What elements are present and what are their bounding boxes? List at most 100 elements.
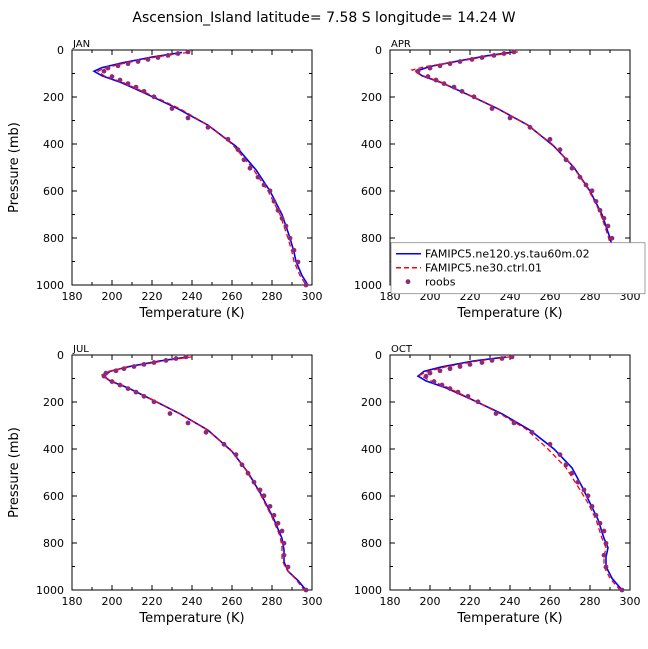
- y-tick-label: 0: [375, 44, 382, 57]
- roobs-point: [221, 441, 227, 447]
- roobs-point: [133, 84, 139, 90]
- panel-label: JUL: [72, 344, 89, 355]
- roobs-point: [175, 51, 181, 56]
- roobs-point: [557, 452, 563, 458]
- x-tick-label: 200: [102, 290, 123, 303]
- roobs-point: [603, 564, 609, 570]
- roobs-point: [455, 389, 461, 395]
- roobs-point: [303, 282, 309, 288]
- legend-label: roobs: [425, 276, 456, 289]
- roobs-point: [279, 528, 285, 534]
- y-tick-label: 800: [43, 232, 64, 245]
- roobs-point: [233, 452, 239, 458]
- roobs-point: [185, 420, 191, 426]
- roobs-point: [547, 441, 553, 447]
- roobs-point: [271, 512, 277, 518]
- roobs-point: [235, 147, 241, 153]
- roobs-point: [109, 379, 115, 384]
- y-tick-label: 800: [361, 232, 382, 245]
- roobs-point: [511, 49, 517, 55]
- roobs-point: [597, 207, 603, 213]
- y-tick-label: 800: [361, 537, 382, 550]
- x-tick-label: 280: [262, 290, 283, 303]
- legend-label: FAMIPC5.ne30.ctrl.01: [425, 262, 542, 275]
- roobs-point: [447, 366, 453, 372]
- roobs-point: [145, 57, 151, 62]
- x-tick-label: 180: [62, 595, 83, 608]
- x-axis-label: Temperature (K): [138, 611, 244, 626]
- roobs-point: [295, 259, 301, 265]
- roobs-point: [185, 49, 191, 55]
- roobs-point: [557, 147, 563, 153]
- roobs-point: [589, 188, 595, 194]
- roobs-point: [275, 207, 281, 213]
- roobs-point: [593, 512, 599, 518]
- y-tick-label: 1000: [354, 584, 382, 597]
- panel-apr: 180 200 220 240 260 280 30002004006008001000AP…: [354, 39, 646, 321]
- roobs-point: [415, 68, 421, 74]
- roobs-point: [577, 174, 583, 180]
- roobs-point: [437, 368, 443, 374]
- roobs-point: [603, 540, 609, 546]
- roobs-point: [163, 358, 169, 363]
- roobs-point: [105, 65, 111, 71]
- roobs-point: [427, 65, 433, 71]
- roobs-point: [459, 88, 465, 94]
- roobs-point: [117, 382, 123, 388]
- roobs-point: [151, 399, 157, 405]
- roobs-point: [601, 215, 607, 221]
- roobs-point: [281, 552, 287, 558]
- roobs-point: [507, 115, 513, 121]
- roobs-point: [437, 63, 443, 69]
- panel-label: APR: [391, 39, 411, 50]
- roobs-point: [529, 429, 535, 435]
- y-tick-label: 200: [361, 396, 382, 409]
- legend: FAMIPC5.ne120.ys.tau60m.02FAMIPC5.ne30.c…: [390, 242, 646, 295]
- x-tick-label: 260: [540, 595, 561, 608]
- roobs-point: [569, 470, 575, 476]
- roobs-point: [427, 370, 433, 376]
- ne30-series-line: [100, 356, 305, 590]
- roobs-point: [491, 53, 497, 58]
- roobs-point: [423, 373, 429, 379]
- roobs-point: [609, 235, 615, 241]
- roobs-point: [101, 373, 107, 379]
- roobs-point: [261, 182, 267, 188]
- roobs-point: [547, 136, 553, 142]
- roobs-point: [581, 487, 587, 493]
- panel-oct: 180 200 220 240 260 280 300 0 200 400 600 800 1000 OC…: [354, 344, 641, 626]
- roobs-point: [447, 386, 453, 392]
- roobs-point: [133, 389, 139, 395]
- roobs-point: [131, 364, 137, 369]
- roobs-point: [267, 188, 273, 194]
- y-tick-label: 800: [43, 537, 64, 550]
- y-tick-label: 0: [375, 349, 382, 362]
- roobs-point: [141, 88, 147, 94]
- panel-jul: 180 200 220 240 260 280 300 0 200 400 600 800 1000 JU…: [7, 344, 323, 626]
- x-tick-label: 240: [182, 290, 203, 303]
- roobs-point: [287, 235, 293, 241]
- roobs-point: [493, 411, 499, 416]
- roobs-point: [271, 198, 277, 204]
- roobs-point: [169, 106, 175, 111]
- y-tick-label: 400: [361, 138, 382, 151]
- roobs-point: [167, 411, 173, 416]
- legend-box: [390, 242, 646, 295]
- roobs-point: [125, 386, 131, 392]
- y-tick-label: 1000: [354, 279, 382, 292]
- roobs-point: [183, 354, 189, 360]
- roobs-point: [115, 63, 121, 69]
- roobs-point: [583, 182, 589, 188]
- roobs-point: [489, 106, 495, 111]
- roobs-point: [151, 360, 157, 365]
- panel-label: OCT: [391, 344, 413, 355]
- plot-frame: [389, 354, 631, 591]
- roobs-point: [117, 77, 123, 83]
- y-tick-label: 1000: [36, 279, 64, 292]
- panel-jan: 180 200 220 240 260 280 300 0 200 400 600 800 1000 JA…: [7, 39, 323, 321]
- roobs-point: [125, 81, 131, 87]
- x-tick-label: 220: [460, 595, 481, 608]
- x-tick-label: 300: [620, 595, 641, 608]
- roobs-point: [239, 462, 245, 468]
- roobs-point: [121, 366, 127, 372]
